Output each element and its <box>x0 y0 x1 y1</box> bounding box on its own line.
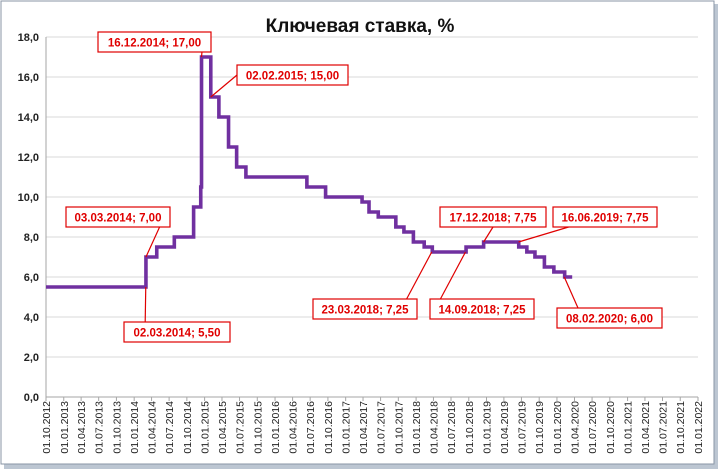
x-axis-ticks: 01.10.2012 01.01.2013 01.04.2013 01.07.2013… <box>41 397 705 454</box>
y-tick-label: 4,0 <box>24 312 39 324</box>
y-tick-label: 18,0 <box>18 32 39 44</box>
x-tick-label: 01.04.2016 <box>288 401 300 454</box>
annotation-leader <box>145 226 161 258</box>
x-tick-label: 01.04.2021 <box>640 401 652 454</box>
x-tick-label: 01.07.2017 <box>376 401 388 454</box>
annotation-leader <box>483 226 494 243</box>
x-tick-label: 01.04.2019 <box>499 401 511 454</box>
x-tick-label: 01.07.2020 <box>587 401 599 454</box>
y-tick-label: 14,0 <box>18 112 39 124</box>
annotation-box <box>556 307 663 329</box>
x-tick-label: 01.07.2018 <box>446 401 458 454</box>
x-tick-label: 01.01.2022 <box>693 401 705 454</box>
x-tick-label: 01.01.2015 <box>200 401 212 454</box>
x-tick-label: 01.04.2015 <box>217 401 229 454</box>
x-tick-label: 01.01.2013 <box>59 401 71 454</box>
annotation-label: 02.03.2014; 5,50 <box>134 328 221 340</box>
x-tick-label: 01.10.2013 <box>111 401 123 454</box>
x-tick-label: 01.07.2014 <box>164 401 176 454</box>
annotation-box <box>236 64 349 86</box>
y-axis-ticks: 0,0 2,0 4,0 6,0 8,0 10,0 12,0 14,0 16,0 18,0 <box>18 32 39 404</box>
y-tick-label: 8,0 <box>24 232 39 244</box>
x-tick-label: 01.10.2020 <box>605 401 617 454</box>
annotation-label: 14.09.2018; 7,25 <box>439 305 527 317</box>
x-tick-label: 01.04.2017 <box>358 401 370 454</box>
key-rate-line <box>46 55 573 289</box>
annotation-box <box>439 206 547 228</box>
x-tick-label: 01.07.2015 <box>235 401 247 454</box>
annotation-leader <box>439 251 467 300</box>
x-tick-label: 01.01.2014 <box>129 401 141 454</box>
annotation-label: 08.02.2020; 6,00 <box>566 314 653 326</box>
y-tick-label: 10,0 <box>18 192 39 204</box>
annotation-label: 03.03.2014; 7,00 <box>75 213 162 225</box>
annotation-box <box>65 206 171 228</box>
annotation-leader <box>518 226 569 243</box>
annotation-box <box>97 31 212 53</box>
x-tick-label: 01.10.2017 <box>393 401 405 454</box>
series-layer <box>46 55 573 289</box>
y-tick-label: 0,0 <box>24 392 39 404</box>
annotation-box <box>123 321 231 343</box>
annotation-leader <box>563 276 579 309</box>
x-tick-label: 01.04.2013 <box>76 401 88 454</box>
annotation-leader <box>210 74 238 98</box>
x-tick-label: 01.07.2013 <box>94 401 106 454</box>
annotation-label: 23.03.2018; 7,25 <box>322 305 410 317</box>
annotation-box <box>429 298 535 320</box>
x-tick-label: 01.04.2020 <box>570 401 582 454</box>
annotation-leader <box>144 286 147 323</box>
annotation-box <box>312 298 418 320</box>
x-tick-label: 01.01.2019 <box>482 401 494 454</box>
x-tick-label: 01.07.2019 <box>516 401 528 454</box>
x-tick-label: 01.04.2014 <box>147 401 159 454</box>
y-tick-label: 16,0 <box>18 72 39 84</box>
y-tick-label: 12,0 <box>18 152 39 164</box>
y-tick-label: 2,0 <box>24 352 39 364</box>
x-tick-label: 01.01.2020 <box>552 401 564 454</box>
x-tick-label: 01.04.2018 <box>428 401 440 454</box>
x-tick-label: 01.10.2016 <box>323 401 335 454</box>
annotation-leader <box>406 251 433 300</box>
x-tick-label: 01.07.2021 <box>657 401 669 454</box>
annotation-label: 02.02.2015; 15,00 <box>246 71 339 83</box>
annotation-label: 16.06.2019; 7,75 <box>562 213 650 225</box>
x-tick-label: 01.01.2021 <box>623 401 635 454</box>
x-tick-label: 01.10.2012 <box>41 401 53 454</box>
x-tick-label: 01.01.2016 <box>270 401 282 454</box>
annotations: 16.12.2014; 17,00 02.02.2015; 15,00 03.03.… <box>65 31 663 343</box>
x-tick-label: 01.01.2017 <box>341 401 353 454</box>
x-tick-label: 01.10.2015 <box>252 401 264 454</box>
x-tick-label: 01.10.2019 <box>534 401 546 454</box>
y-tick-label: 6,0 <box>24 272 39 284</box>
x-tick-label: 01.01.2018 <box>411 401 423 454</box>
x-tick-label: 01.10.2018 <box>464 401 476 454</box>
annotation-label: 17.12.2018; 7,75 <box>450 213 538 225</box>
chart-title: Ключевая ставка, % <box>266 16 455 37</box>
annotation-box <box>552 206 658 228</box>
x-tick-label: 01.07.2016 <box>305 401 317 454</box>
x-tick-label: 01.10.2014 <box>182 401 194 454</box>
annotation-label: 16.12.2014; 17,00 <box>108 38 201 50</box>
x-tick-label: 01.10.2021 <box>675 401 687 454</box>
